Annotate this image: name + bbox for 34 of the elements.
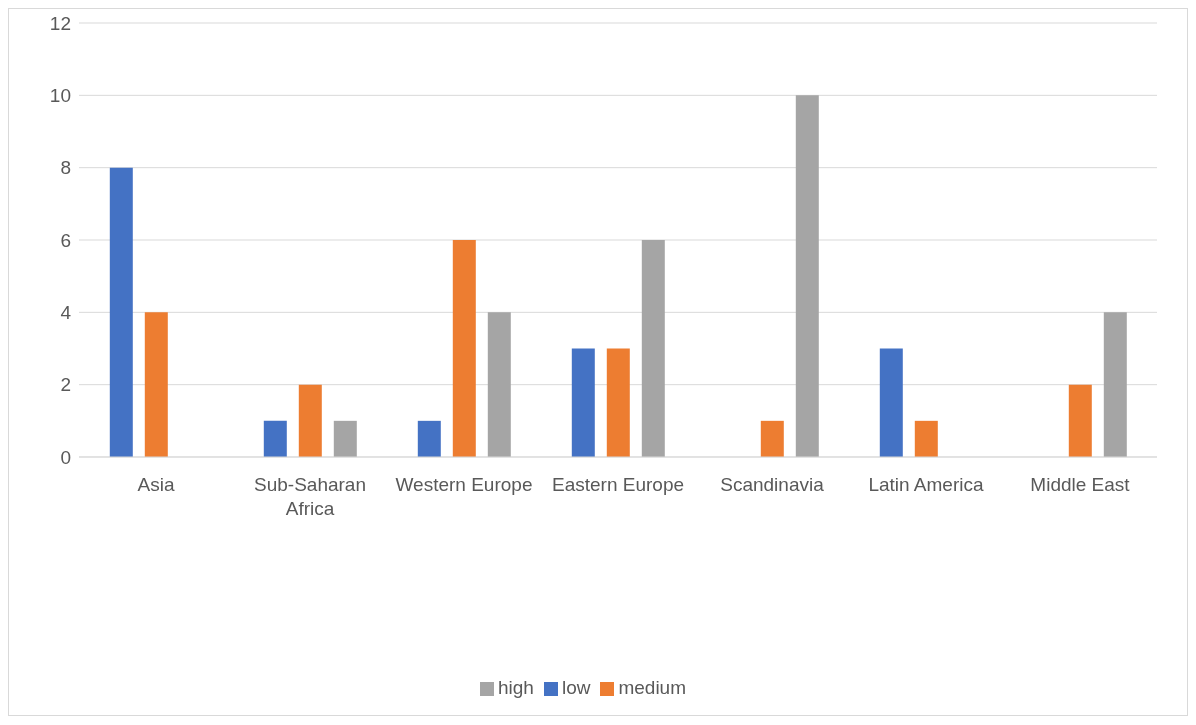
bar <box>144 312 168 457</box>
bar <box>452 240 476 457</box>
y-tick-label: 4 <box>60 302 72 324</box>
bar <box>417 420 441 457</box>
bar <box>879 348 903 457</box>
bar <box>263 420 287 457</box>
y-tick-label: 6 <box>60 229 71 251</box>
legend-label: low <box>561 677 591 698</box>
legend-label: high <box>497 677 534 698</box>
x-tick-label: Middle East <box>1030 474 1131 495</box>
x-tick-label: Eastern Europe <box>551 474 685 495</box>
bar <box>571 348 595 457</box>
y-tick-label: 10 <box>49 85 71 107</box>
bar <box>109 167 133 457</box>
x-tick-label: Sub-Saharan Africa <box>254 474 366 519</box>
x-tick-label: Asia <box>137 474 175 495</box>
y-tick-label: 8 <box>60 157 71 179</box>
x-tick-label: Latin America <box>868 474 984 495</box>
bar <box>914 420 938 457</box>
bar <box>1068 384 1092 457</box>
bar <box>760 420 784 457</box>
bar <box>606 348 630 457</box>
bar <box>795 95 819 457</box>
y-tick-label: 2 <box>60 374 71 396</box>
bar <box>298 384 322 457</box>
y-tick-label: 0 <box>60 446 71 468</box>
bar <box>487 312 511 457</box>
y-tick-label: 12 <box>49 12 71 34</box>
bar <box>333 420 357 457</box>
x-tick-label: Western Europe <box>395 474 533 495</box>
legend-label: medium <box>618 677 686 698</box>
x-tick-label: Scandinavia <box>720 474 825 495</box>
bar <box>641 240 665 457</box>
bar <box>1103 312 1127 457</box>
